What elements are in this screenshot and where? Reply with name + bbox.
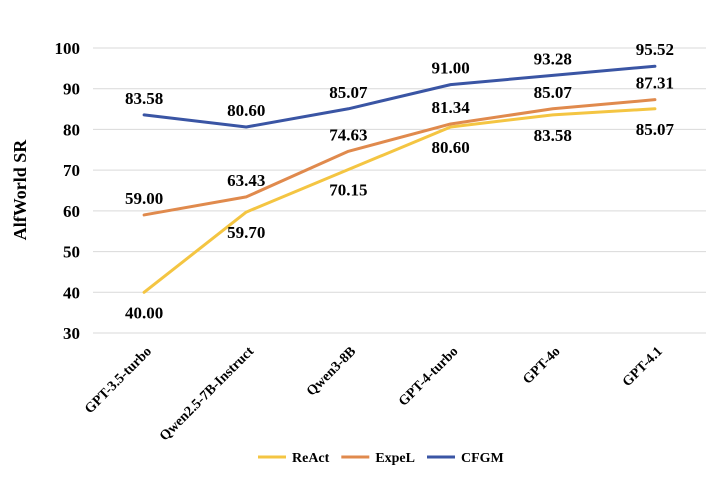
data-label-react: 80.60 <box>431 138 469 157</box>
y-tick-label: 80 <box>63 120 80 139</box>
legend: ReAct ExpeL CFGM <box>258 451 504 466</box>
x-tick-label: GPT-4o <box>520 344 563 387</box>
y-axis-ticks: 30 40 50 60 70 80 90 100 <box>55 39 81 343</box>
series-line-react <box>142 107 657 294</box>
y-tick-label: 30 <box>63 324 80 343</box>
legend-label-react: ReAct <box>292 451 330 466</box>
y-tick-label: 70 <box>63 161 80 180</box>
data-label-react: 83.58 <box>534 126 572 145</box>
data-label-react: 70.15 <box>329 181 367 200</box>
y-tick-label: 100 <box>55 39 81 58</box>
data-label-cfgm: 85.07 <box>329 83 368 102</box>
x-axis-ticks: GPT-3.5-turbo Qwen2.5-7B-Instruct Qwen3-8B… <box>82 344 666 444</box>
data-label-cfgm: 91.00 <box>431 59 469 78</box>
series-line-cfgm <box>142 64 657 129</box>
x-tick-label: GPT-3.5-turbo <box>82 344 155 417</box>
x-tick-label: Qwen3-8B <box>304 344 359 399</box>
data-label-cfgm: 83.58 <box>125 89 163 108</box>
data-label-react: 59.70 <box>227 223 265 242</box>
data-label-expel: 87.31 <box>636 74 674 93</box>
y-tick-label: 50 <box>63 243 80 262</box>
x-tick-label: Qwen2.5-7B-Instruct <box>157 344 257 444</box>
x-tick-label: GPT-4.1 <box>620 344 666 390</box>
data-label-expel: 85.07 <box>534 83 573 102</box>
x-tick-label: GPT-4-turbo <box>396 344 461 409</box>
y-tick-label: 90 <box>63 80 80 99</box>
data-labels: 40.00 59.70 70.15 80.60 83.58 85.07 59.00 63.43… <box>125 40 675 322</box>
legend-label-expel: ExpeL <box>375 451 415 466</box>
data-label-expel: 59.00 <box>125 189 163 208</box>
data-label-expel: 74.63 <box>329 125 367 144</box>
series-lines <box>142 64 657 294</box>
data-label-cfgm: 95.52 <box>636 40 674 59</box>
series-line-expel <box>142 98 657 217</box>
data-label-react: 85.07 <box>636 120 675 139</box>
data-label-cfgm: 80.60 <box>227 101 265 120</box>
data-label-cfgm: 93.28 <box>534 49 572 68</box>
legend-label-cfgm: CFGM <box>461 451 504 466</box>
gridlines <box>93 47 706 334</box>
y-axis-title: AlfWorld SR <box>10 139 30 241</box>
data-label-expel: 63.43 <box>227 171 265 190</box>
data-label-react: 40.00 <box>125 303 163 322</box>
data-label-expel: 81.34 <box>431 98 470 117</box>
y-tick-label: 40 <box>63 283 80 302</box>
y-tick-label: 60 <box>63 202 80 221</box>
